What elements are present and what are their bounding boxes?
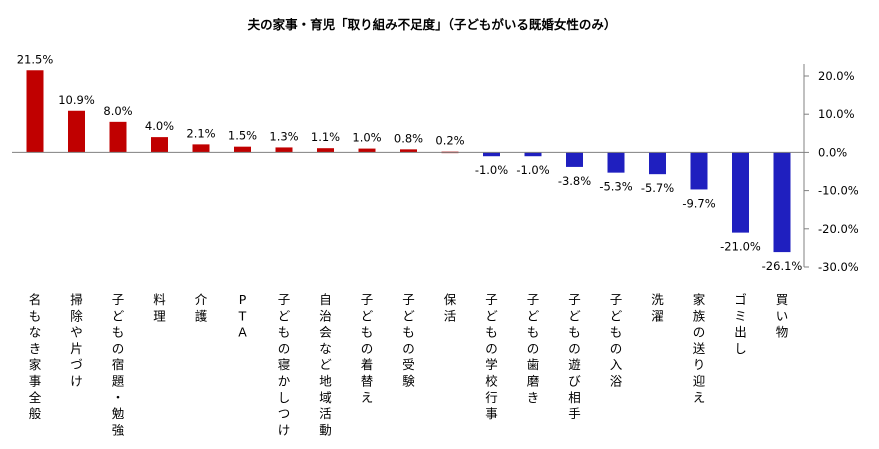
bars-layer xyxy=(26,70,791,253)
category-label: 保活 xyxy=(444,292,457,323)
category-label: 子どもの歯磨き xyxy=(527,292,540,405)
data-label: 21.5% xyxy=(17,52,54,66)
data-label: 1.1% xyxy=(311,130,340,144)
data-label: -1.0% xyxy=(516,163,549,177)
category-label: 洗濯 xyxy=(651,292,664,323)
data-label: 10.9% xyxy=(58,93,95,107)
bar xyxy=(649,152,666,175)
data-label: 1.3% xyxy=(269,129,298,143)
bar xyxy=(773,152,791,253)
data-label: -26.1% xyxy=(762,259,803,273)
y-tick-label: 20.0% xyxy=(818,69,855,83)
bar xyxy=(732,152,749,233)
data-label: 1.0% xyxy=(352,131,381,145)
data-label: -9.7% xyxy=(682,196,715,210)
bar xyxy=(524,152,542,157)
category-label: 名もなき家事全般 xyxy=(29,292,42,421)
bar xyxy=(358,148,376,153)
category-label: 子どもの寝かしつけ xyxy=(278,292,291,437)
bar xyxy=(400,149,417,153)
category-label: ゴミ出し xyxy=(734,292,747,356)
bar xyxy=(234,146,251,153)
data-label: -21.0% xyxy=(720,240,761,254)
data-label: 8.0% xyxy=(103,104,132,118)
category-label: 介護 xyxy=(195,292,208,323)
y-tick-label: -20.0% xyxy=(818,222,859,236)
category-label: 買い物 xyxy=(776,292,789,340)
bar xyxy=(690,152,708,190)
bar xyxy=(109,121,127,153)
bar xyxy=(192,144,210,153)
category-label: 子どもの遊び相手 xyxy=(568,292,581,421)
labels-layer: 21.5% 名もなき家事全般 10.9% 掃除や片づけ 8.0% 子どもの宿題・勉強 4.0… xyxy=(17,52,803,437)
bar xyxy=(26,70,44,153)
bar xyxy=(483,152,500,157)
category-label: 子どもの着替え xyxy=(361,292,374,405)
category-label: 料理 xyxy=(153,292,166,323)
category-label: 自治会など地域活動 xyxy=(319,292,332,437)
data-label: 0.2% xyxy=(435,134,464,148)
data-label: 4.0% xyxy=(145,119,174,133)
chart-title: 夫の家事・育児「取り組み不足度」（子どもがいる既婚女性のみ） xyxy=(248,17,617,32)
y-tick-label: 10.0% xyxy=(818,107,855,121)
data-label: 2.1% xyxy=(186,126,215,140)
y-tick-label: -30.0% xyxy=(818,260,859,274)
y-tick-label: 0.0% xyxy=(818,145,847,159)
category-label: 子どもの入浴 xyxy=(610,292,623,389)
category-label: 子どもの受験 xyxy=(402,292,415,389)
bar xyxy=(607,152,625,173)
category-label: 掃除や片づけ xyxy=(70,292,83,389)
data-label: 1.5% xyxy=(228,129,257,143)
bar xyxy=(68,110,85,153)
data-label: 0.8% xyxy=(394,131,423,145)
bar xyxy=(275,147,293,153)
data-label: -3.8% xyxy=(558,174,591,188)
data-label: -5.7% xyxy=(641,181,674,195)
bar xyxy=(151,137,168,153)
category-label: 子どもの宿題・勉強 xyxy=(112,292,125,437)
y-tick-label: -10.0% xyxy=(818,184,859,198)
data-label: -1.0% xyxy=(475,163,508,177)
y-axis: 20.0% 10.0% 0.0% -10.0% -20.0% -30.0% xyxy=(12,64,859,274)
bar xyxy=(566,152,583,167)
data-label: -5.3% xyxy=(599,180,632,194)
bar xyxy=(317,148,334,153)
category-label: 家族の送り迎え xyxy=(693,292,706,405)
category-label: 子どもの学校行事 xyxy=(485,292,498,421)
